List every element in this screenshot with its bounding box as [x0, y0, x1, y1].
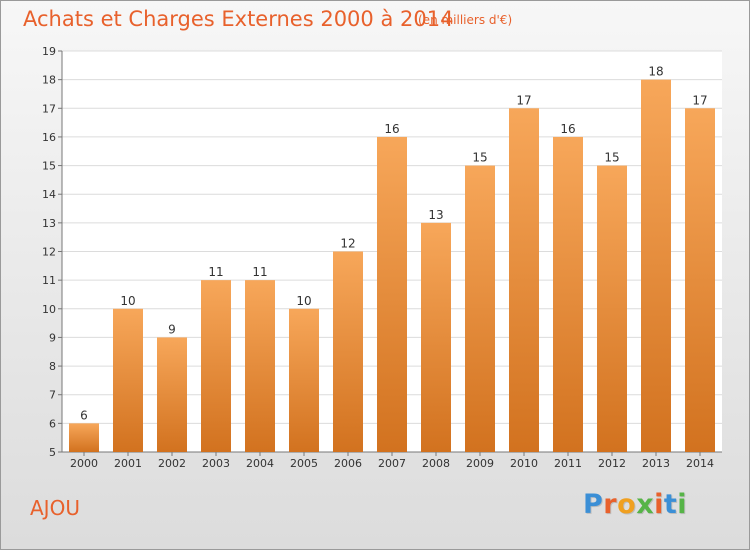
bar-2007: [377, 136, 407, 452]
bar-2006: [333, 251, 363, 452]
bar-2002: [157, 337, 187, 452]
y-tick-label: 10: [42, 303, 56, 316]
value-label: 11: [208, 265, 223, 279]
bar-2000: [69, 423, 99, 452]
y-tick-label: 14: [42, 188, 56, 201]
x-tick-label: 2012: [598, 457, 626, 470]
bar-2004: [245, 280, 275, 452]
y-tick-label: 19: [42, 45, 56, 58]
value-label: 16: [560, 122, 575, 136]
value-label: 15: [604, 151, 619, 165]
y-tick-label: 13: [42, 217, 56, 230]
value-label: 17: [692, 93, 707, 107]
bar-2001: [113, 308, 143, 452]
x-tick-label: 2008: [422, 457, 450, 470]
chart-title: Achats et Charges Externes 2000 à 2014: [23, 7, 454, 31]
logo-letter: i: [677, 489, 688, 520]
value-label: 16: [384, 122, 399, 136]
value-label: 10: [296, 294, 311, 308]
bar-2008: [421, 222, 451, 452]
x-tick-label: 2003: [202, 457, 230, 470]
x-tick-label: 2009: [466, 457, 494, 470]
logo-letter: r: [603, 489, 618, 520]
value-label: 17: [516, 93, 531, 107]
commune-name: AJOU: [30, 496, 80, 520]
bar-2012: [597, 165, 627, 453]
bar-2005: [289, 308, 319, 452]
x-tick-label: 2007: [378, 457, 406, 470]
bar-2013: [641, 79, 671, 453]
y-tick-label: 11: [42, 274, 56, 287]
value-label: 9: [168, 322, 176, 336]
bar-2003: [201, 280, 231, 452]
y-tick-label: 8: [49, 360, 56, 373]
bar-2011: [553, 136, 583, 452]
y-tick-label: 12: [42, 246, 56, 259]
x-tick-label: 2002: [158, 457, 186, 470]
value-label: 13: [428, 208, 443, 222]
bar-2010: [509, 108, 539, 453]
value-label: 11: [252, 265, 267, 279]
logo-letter: t: [663, 489, 678, 520]
y-tick-label: 9: [49, 331, 56, 344]
proxiti-logo[interactable]: Proxiti: [583, 489, 687, 520]
x-tick-label: 2004: [246, 457, 274, 470]
x-tick-label: 2011: [554, 457, 582, 470]
bar-2009: [465, 165, 495, 453]
y-tick-label: 6: [49, 417, 56, 430]
bar-2014: [685, 108, 715, 453]
y-tick-label: 7: [49, 389, 56, 402]
y-tick-label: 18: [42, 74, 56, 87]
logo-letter: o: [617, 489, 637, 520]
value-label: 18: [648, 65, 663, 79]
y-tick-label: 15: [42, 160, 56, 173]
x-tick-label: 2010: [510, 457, 538, 470]
y-tick-label: 16: [42, 131, 56, 144]
value-label: 12: [340, 237, 355, 251]
y-tick-label: 5: [49, 446, 56, 459]
value-label: 15: [472, 151, 487, 165]
logo-letter: P: [583, 489, 604, 520]
value-label: 6: [80, 408, 88, 422]
x-tick-label: 2013: [642, 457, 670, 470]
x-tick-label: 2000: [70, 457, 98, 470]
logo-letter: x: [636, 489, 655, 520]
x-tick-label: 2014: [686, 457, 714, 470]
x-tick-label: 2005: [290, 457, 318, 470]
chart-subtitle: (en milliers d'€): [418, 13, 513, 27]
x-tick-label: 2006: [334, 457, 362, 470]
value-label: 10: [120, 294, 135, 308]
logo-letter: i: [654, 489, 664, 520]
y-tick-label: 17: [42, 102, 56, 115]
x-tick-label: 2001: [114, 457, 142, 470]
